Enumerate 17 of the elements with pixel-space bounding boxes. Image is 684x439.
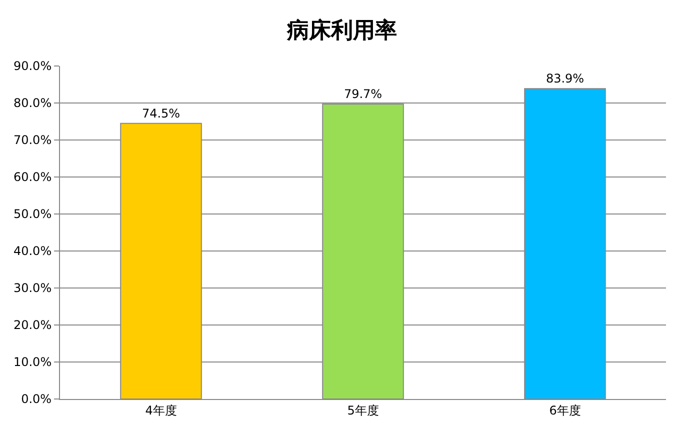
data-label: 79.7%	[344, 87, 382, 102]
data-label: 74.5%	[142, 106, 180, 120]
y-tick-label: 80.0%	[13, 96, 52, 110]
y-tick-label: 30.0%	[13, 281, 52, 296]
y-tick-label: 40.0%	[13, 244, 52, 258]
x-tick-label: 4年度	[145, 403, 177, 418]
y-tick-label: 10.0%	[13, 355, 52, 370]
y-tick-label: 70.0%	[13, 133, 52, 148]
data-label: 83.9%	[546, 72, 584, 86]
y-tick-label: 20.0%	[13, 318, 52, 332]
y-tick-label: 0.0%	[21, 392, 52, 406]
y-tick-label: 90.0%	[13, 59, 52, 74]
x-tick-label: 6年度	[549, 403, 581, 418]
y-tick-label: 60.0%	[13, 170, 52, 184]
chart-title: 病床利用率	[286, 17, 397, 44]
x-tick-label: 5年度	[347, 403, 379, 418]
y-tick-label: 50.0%	[13, 207, 52, 222]
